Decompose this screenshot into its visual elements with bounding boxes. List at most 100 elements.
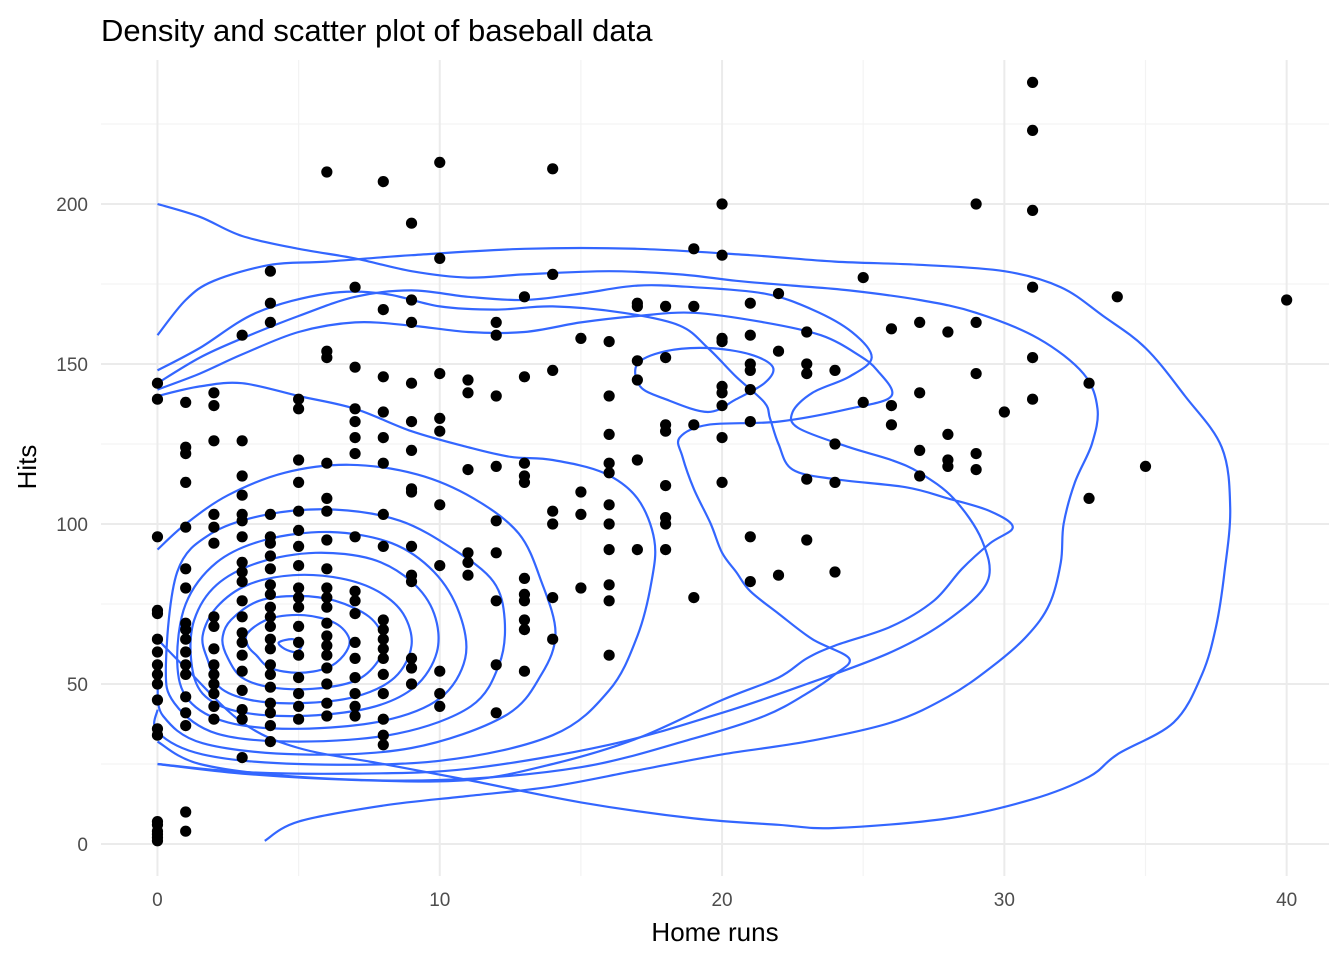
data-point: [151, 377, 164, 389]
data-point: [1139, 460, 1152, 472]
y-axis-tick-labels: 0 50 100 150 200: [56, 195, 88, 856]
data-point: [208, 713, 220, 725]
y-tick-label: 150: [56, 355, 88, 376]
data-point: [377, 643, 389, 655]
data-point: [377, 652, 389, 665]
data-point: [180, 646, 192, 658]
data-point: [434, 368, 446, 380]
data-point: [236, 713, 248, 725]
data-point: [321, 345, 333, 357]
data-point: [293, 713, 305, 725]
data-point: [236, 665, 248, 677]
density-contour-line: [176, 530, 468, 730]
data-point: [744, 416, 756, 428]
data-point: [801, 473, 813, 485]
data-point: [518, 457, 531, 469]
data-point: [236, 611, 248, 623]
data-point: [688, 592, 700, 604]
data-point: [151, 393, 164, 405]
density-contour-line: [153, 381, 657, 766]
data-point: [321, 582, 333, 594]
data-point: [1026, 204, 1039, 216]
data-point: [801, 326, 813, 338]
data-point: [547, 518, 559, 530]
data-point: [349, 700, 361, 713]
data-point: [377, 729, 389, 741]
data-point: [377, 304, 389, 316]
data-point: [829, 566, 841, 578]
data-point: [490, 316, 502, 328]
data-point: [405, 444, 418, 456]
data-point: [970, 198, 982, 210]
data-point: [180, 441, 192, 453]
data-point: [264, 681, 276, 693]
data-point: [180, 825, 192, 837]
data-point: [264, 659, 276, 671]
data-point: [518, 588, 531, 601]
data-point: [744, 531, 756, 543]
data-point: [885, 419, 898, 431]
data-point: [377, 624, 389, 636]
data-point: [547, 268, 559, 280]
data-point: [1026, 76, 1039, 88]
data-point: [321, 601, 333, 613]
data-point: [1026, 281, 1039, 293]
data-point: [405, 569, 418, 581]
data-point: [293, 649, 305, 661]
data-point: [772, 288, 785, 300]
data-point: [1026, 124, 1039, 136]
data-point: [1281, 294, 1293, 306]
data-point: [716, 380, 728, 392]
data-point: [264, 297, 276, 309]
data-point: [603, 336, 615, 348]
data-point: [772, 345, 785, 357]
data-point: [151, 633, 164, 645]
data-point: [208, 521, 220, 533]
data-point: [716, 198, 728, 210]
data-point: [631, 374, 643, 386]
data-point: [914, 470, 926, 482]
data-point: [349, 595, 361, 607]
data-point: [914, 316, 926, 328]
data-point: [829, 476, 841, 488]
data-point: [377, 508, 389, 520]
data-point: [151, 816, 164, 828]
data-point: [434, 412, 446, 424]
data-point: [264, 531, 276, 543]
data-point: [518, 371, 531, 383]
data-point: [603, 457, 615, 469]
density-contour-line: [156, 284, 991, 775]
data-point: [518, 665, 531, 677]
data-point: [236, 649, 248, 661]
data-point: [659, 419, 672, 431]
data-point: [264, 601, 276, 613]
data-point: [462, 569, 474, 581]
data-point: [462, 556, 474, 569]
data-point: [236, 595, 248, 607]
data-point: [293, 601, 305, 613]
density-contour-line: [201, 573, 413, 705]
data-point: [180, 707, 192, 719]
data-point: [151, 659, 164, 671]
data-point: [321, 592, 333, 604]
data-point: [716, 432, 728, 444]
y-tick-label: 100: [56, 515, 88, 536]
density-contour-line: [156, 463, 557, 756]
data-point: [180, 476, 192, 488]
data-point: [180, 668, 192, 681]
data-point: [208, 611, 220, 623]
data-point: [462, 464, 474, 476]
data-point: [970, 448, 982, 460]
data-point: [405, 294, 418, 306]
data-point: [151, 668, 164, 681]
data-point: [462, 374, 474, 386]
data-point: [377, 176, 389, 188]
data-point: [208, 537, 220, 549]
data-point: [208, 643, 220, 655]
data-point: [603, 428, 615, 440]
scatter-points: [151, 76, 1293, 847]
data-point: [688, 300, 700, 312]
data-point: [405, 652, 418, 665]
data-point: [208, 435, 220, 447]
data-point: [321, 710, 333, 722]
